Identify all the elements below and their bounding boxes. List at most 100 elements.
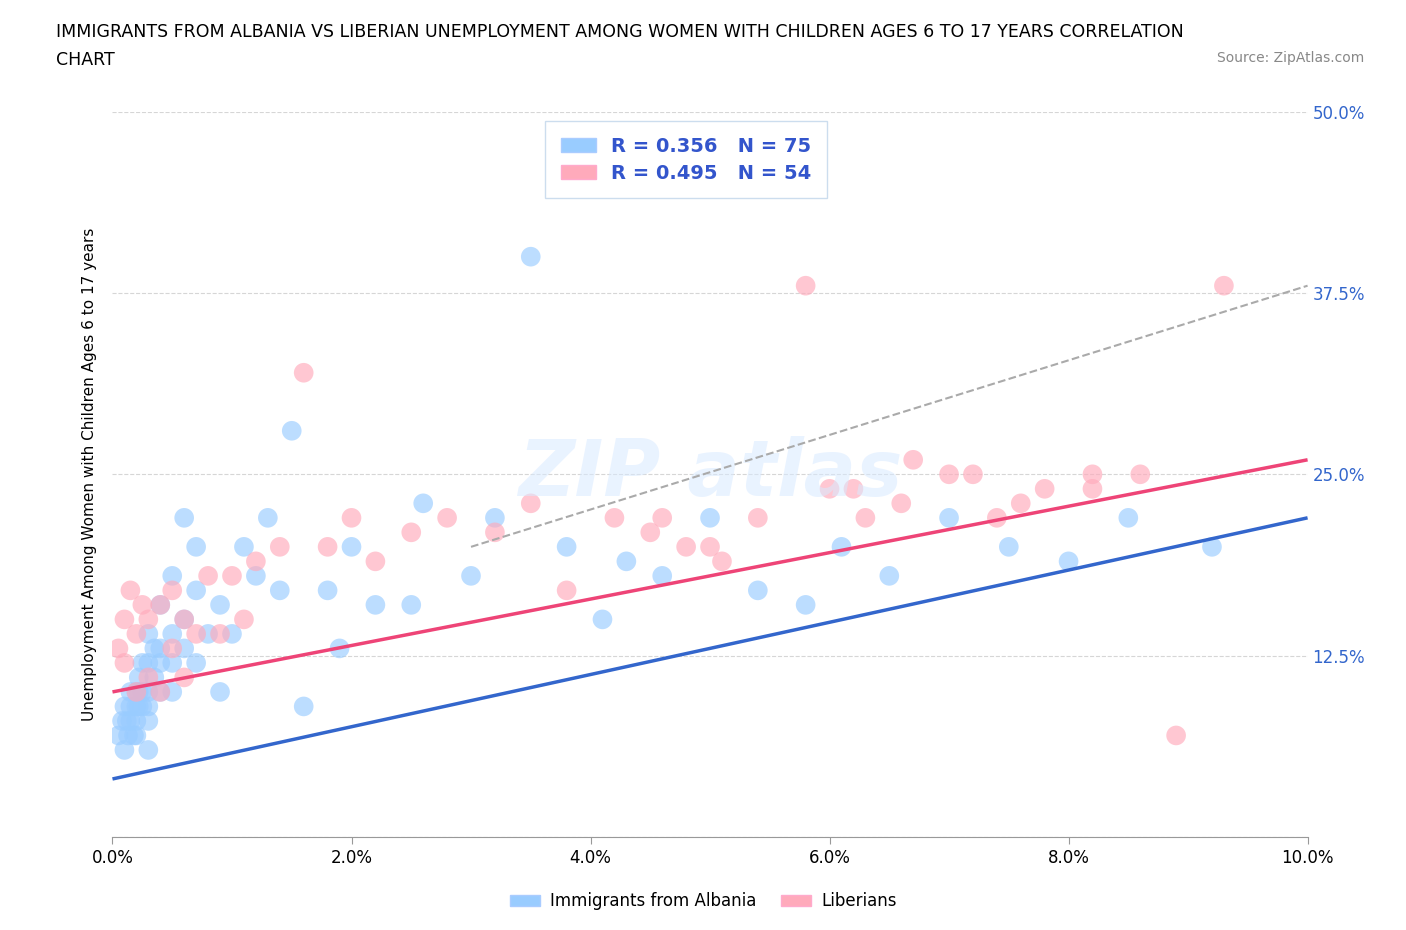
Point [855,511,877,525]
Point [197,627,219,642]
Point [138,627,160,642]
Point [340,511,363,525]
Point [1166,728,1188,743]
Point [162,641,183,656]
Point [938,511,960,525]
Point [340,539,363,554]
Point [162,656,183,671]
Point [986,511,1008,525]
Point [364,597,387,612]
Point [401,525,423,539]
Point [149,656,172,671]
Point [520,496,543,511]
Point [209,684,232,699]
Point [138,699,160,714]
Point [938,467,960,482]
Point [292,699,315,714]
Point [257,511,280,525]
Point [149,597,172,612]
Point [879,568,901,583]
Point [269,583,291,598]
Point [125,627,148,642]
Point [831,539,853,554]
Point [138,670,160,684]
Point [162,583,183,598]
Point [149,684,172,699]
Point [245,568,267,583]
Point [651,568,673,583]
Point [412,496,434,511]
Point [555,539,578,554]
Point [125,713,148,728]
Point [1129,467,1152,482]
Point [114,742,135,757]
Text: ZIP atlas: ZIP atlas [517,436,903,512]
Point [616,554,638,569]
Point [143,641,166,656]
Point [842,482,865,497]
Point [292,365,315,380]
Point [209,627,232,642]
Point [131,656,153,671]
Point [962,467,984,482]
Point [592,612,614,627]
Point [114,612,135,627]
Point [149,641,172,656]
Point [125,684,148,699]
Point [1201,539,1223,554]
Point [162,684,183,699]
Point [233,612,256,627]
Point [555,583,578,598]
Point [143,670,166,684]
Point [173,641,195,656]
Point [747,511,769,525]
Point [125,728,148,743]
Point [122,728,145,743]
Text: Source: ZipAtlas.com: Source: ZipAtlas.com [1216,51,1364,65]
Point [520,249,543,264]
Point [114,656,135,671]
Point [138,713,160,728]
Point [128,699,150,714]
Point [173,511,195,525]
Point [747,583,769,598]
Point [149,684,172,699]
Point [162,568,183,583]
Point [173,612,195,627]
Point [107,728,129,743]
Point [699,539,721,554]
Point [998,539,1021,554]
Point [173,612,195,627]
Point [699,511,721,525]
Point [316,539,339,554]
Point [316,583,339,598]
Point [484,525,506,539]
Point [149,597,172,612]
Point [186,656,208,671]
Point [138,742,160,757]
Point [675,539,697,554]
Point [903,452,925,467]
Text: CHART: CHART [56,51,115,69]
Point [329,641,352,656]
Point [111,713,134,728]
Point [186,627,208,642]
Point [173,670,195,684]
Point [603,511,626,525]
Point [460,568,482,583]
Point [1010,496,1032,511]
Point [281,423,304,438]
Point [1081,482,1104,497]
Point [138,656,160,671]
Point [209,597,232,612]
Point [114,699,135,714]
Point [120,684,142,699]
Y-axis label: Unemployment Among Women with Children Ages 6 to 17 years: Unemployment Among Women with Children A… [82,228,97,721]
Point [128,684,150,699]
Point [651,511,673,525]
Point [484,511,506,525]
Point [120,713,142,728]
Point [890,496,912,511]
Legend: Immigrants from Albania, Liberians: Immigrants from Albania, Liberians [503,885,903,917]
Legend: R = 0.356   N = 75, R = 0.495   N = 54: R = 0.356 N = 75, R = 0.495 N = 54 [546,121,827,198]
